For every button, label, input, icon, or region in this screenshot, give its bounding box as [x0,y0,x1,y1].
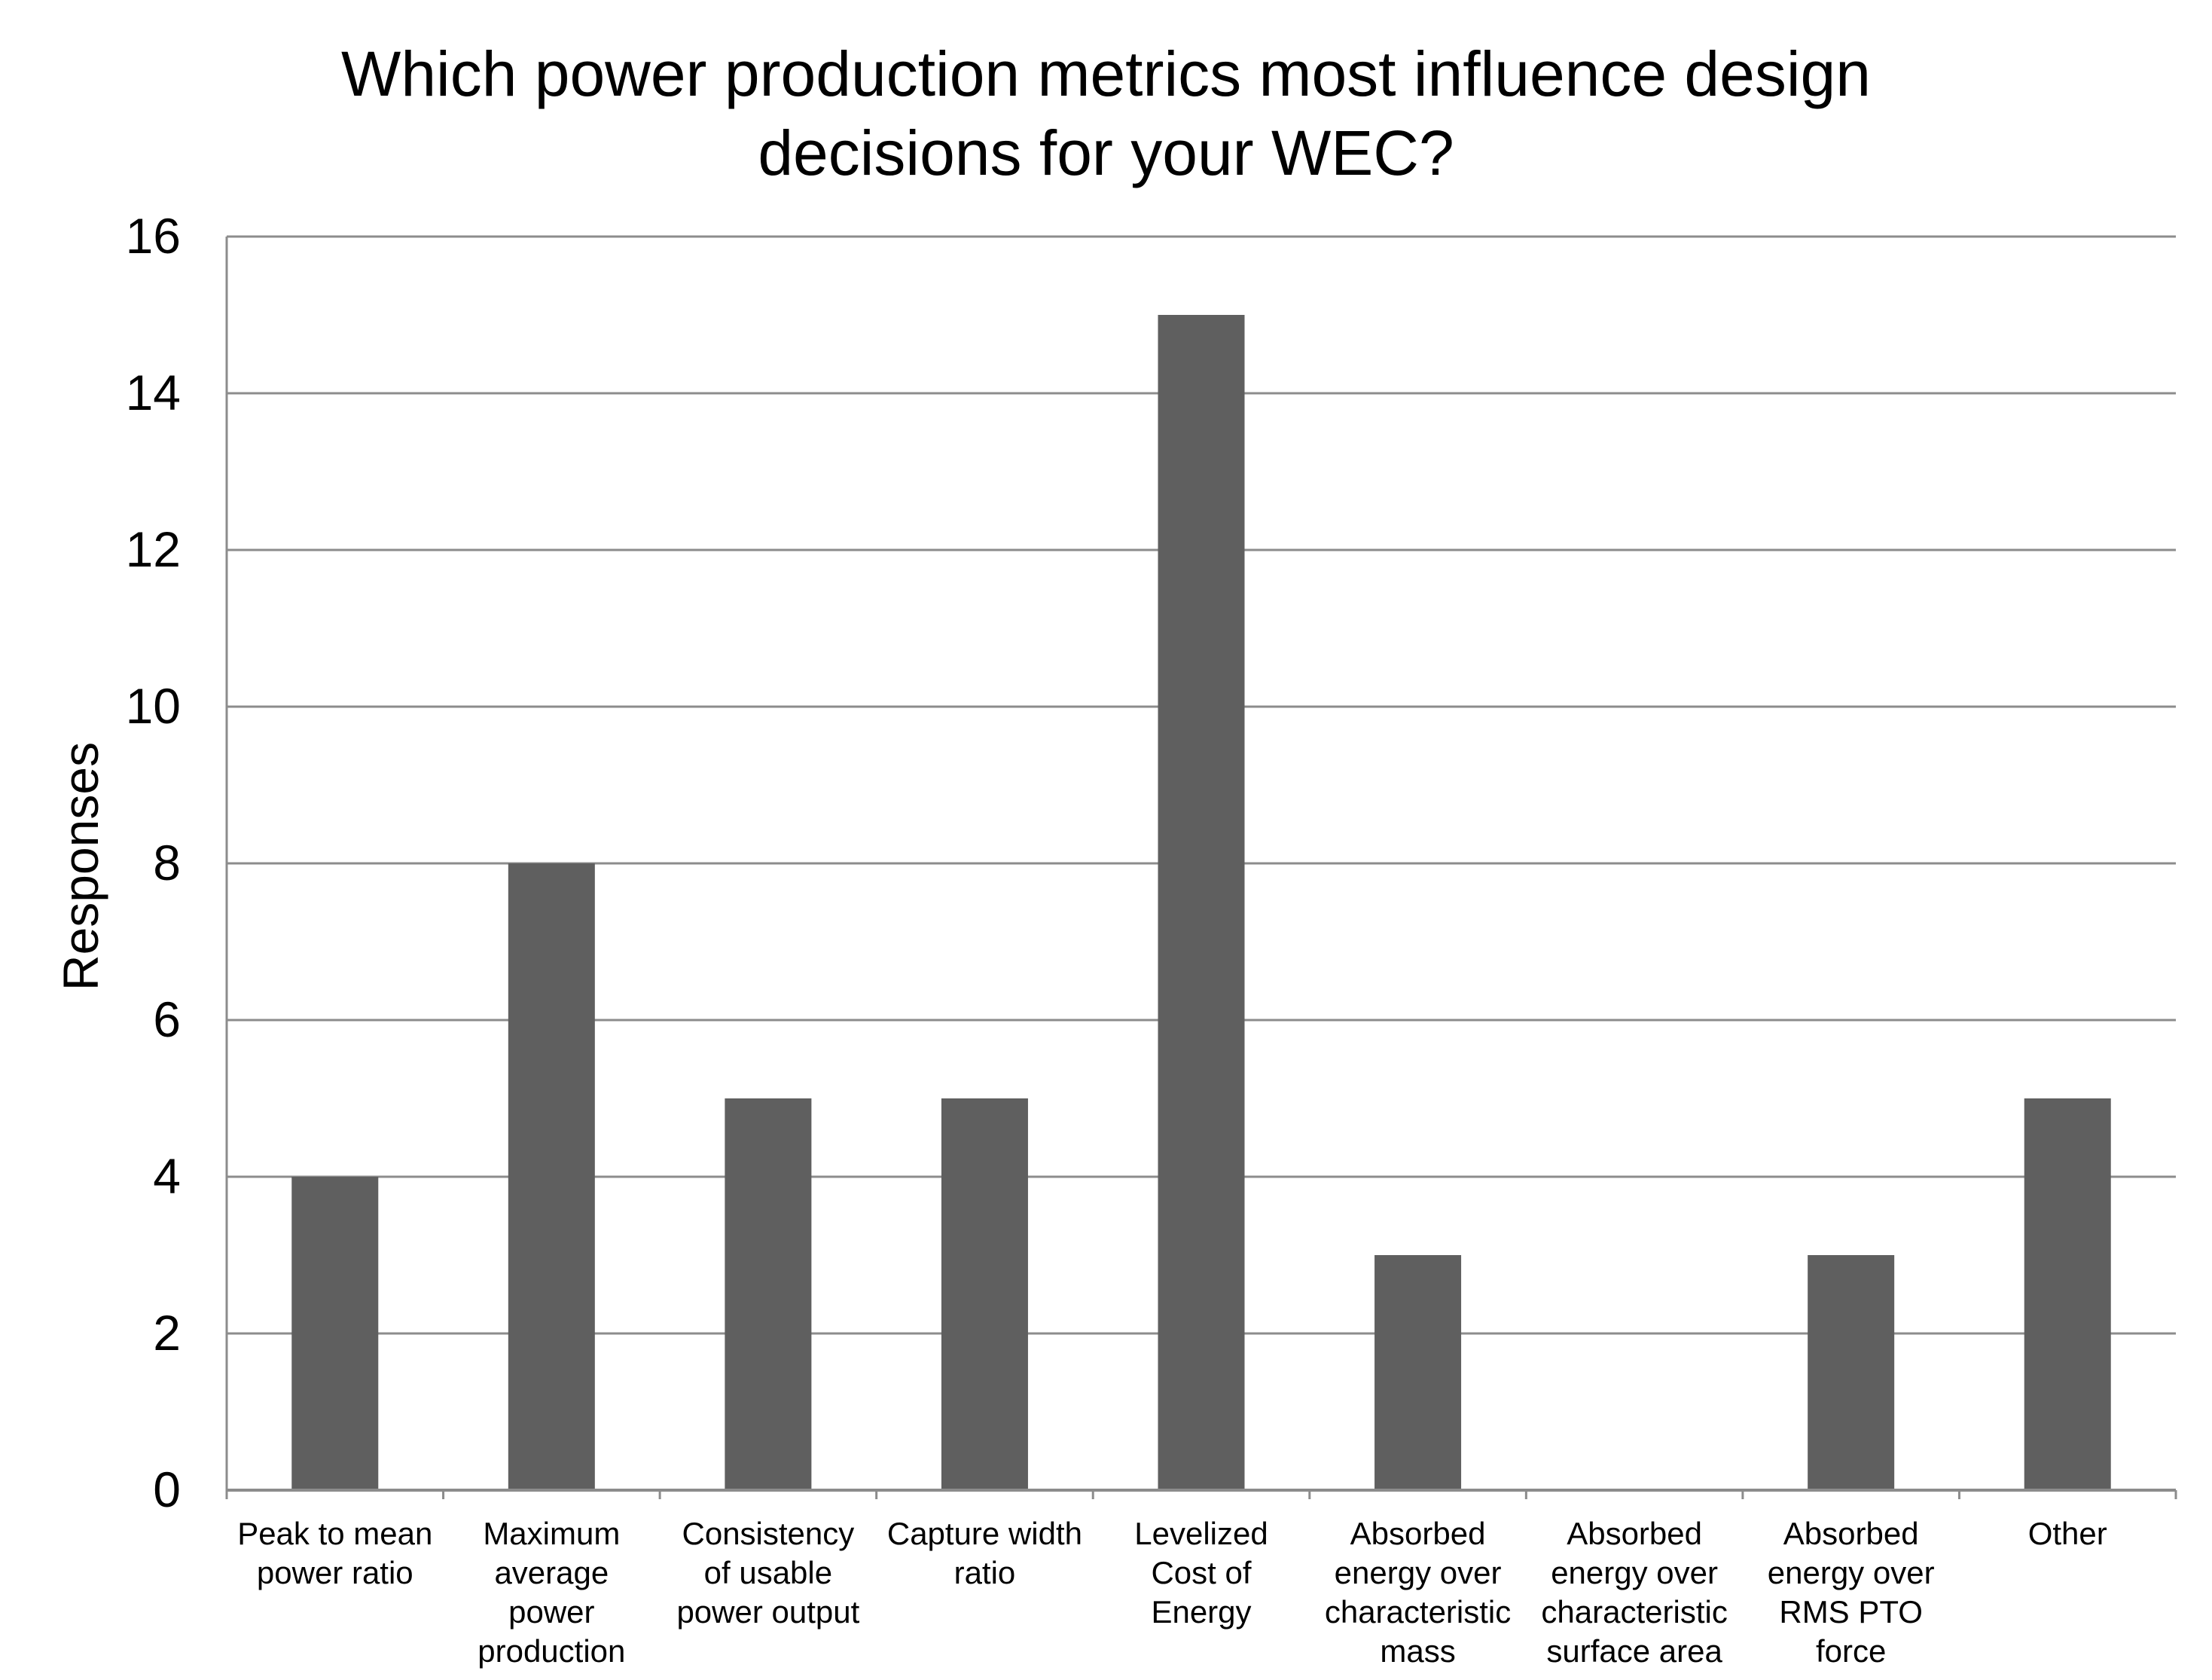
y-tick-label: 2 [153,1305,181,1361]
x-tick-label-line: characteristic [1325,1594,1511,1630]
x-tick-label-line: Maximum [483,1516,620,1551]
x-tick-label-line: Absorbed [1350,1516,1486,1551]
x-tick-label: Maximum average power production [477,1516,625,1669]
x-tick-label-line: Energy [1151,1594,1251,1630]
x-tick-label-line: Absorbed [1783,1516,1919,1551]
x-tick-label: Absorbed energy over RMS PTO force [1768,1516,1935,1669]
x-tick-label: Capture width ratio [887,1516,1082,1590]
x-tick-label: Absorbed energy over characteristic mass [1325,1516,1511,1669]
bar [2024,1098,2111,1490]
x-tick-label: Other [2028,1516,2107,1551]
x-tick-label: Absorbed energy over characteristic surface… [1541,1516,1727,1669]
y-tick-label: 0 [153,1462,181,1517]
y-tick-label: 14 [126,365,181,420]
bar [508,863,595,1490]
bar [725,1098,812,1490]
x-tick-label-line: Capture width [887,1516,1082,1551]
x-tick-label-line: mass [1380,1633,1455,1669]
chart-title-line-2: decisions for your WEC? [758,118,1454,188]
bar [1374,1255,1462,1490]
y-tick-label: 12 [126,521,181,577]
y-tick-label: 4 [153,1148,181,1204]
y-tick-labels: 0 2 4 6 8 10 12 14 16 [126,208,181,1517]
x-tick-label-line: Absorbed [1567,1516,1702,1551]
x-tick-label: Consistency of usable power output [676,1516,859,1630]
bar [291,1177,379,1490]
x-tick-label-line: power [508,1594,594,1630]
bar [941,1098,1028,1490]
x-tick-label: Peak to mean power ratio [237,1516,432,1590]
x-tick-label-line: surface area [1546,1633,1722,1669]
x-tick-label-line: production [477,1633,625,1669]
x-tick-label-line: power output [676,1594,859,1630]
x-tick-label-line: Other [2028,1516,2107,1551]
y-tick-label: 10 [126,678,181,734]
x-tick-label-line: Cost of [1151,1555,1251,1590]
x-tick-label: Levelized Cost of Energy [1134,1516,1268,1630]
x-tick-label-line: energy over [1551,1555,1718,1590]
y-axis-label: Responses [53,742,108,991]
x-tick-label-line: RMS PTO [1779,1594,1923,1630]
x-tick-label-line: average [494,1555,609,1590]
x-tick-label-line: characteristic [1541,1594,1727,1630]
y-tick-label: 6 [153,991,181,1047]
axes [225,235,2177,1499]
x-tick-label-line: energy over [1768,1555,1935,1590]
x-tick-label-line: of usable [704,1555,832,1590]
x-tick-label-line: energy over [1335,1555,1502,1590]
bars [291,315,2111,1490]
y-tick-label: 16 [126,208,181,264]
x-tick-label-line: ratio [954,1555,1016,1590]
y-tick-label: 8 [153,835,181,890]
x-tick-labels: Peak to mean power ratio Maximum average pow… [237,1516,2107,1669]
chart-title-line-1: Which power production metrics most infl… [341,38,1871,109]
x-tick-label-line: Consistency [682,1516,855,1551]
x-tick-label-line: Peak to mean [237,1516,432,1551]
x-tick-label-line: force [1816,1633,1886,1669]
x-tick-label-line: Levelized [1134,1516,1268,1551]
bar [1158,315,1245,1490]
x-tick-label-line: power ratio [257,1555,413,1590]
bar [1808,1255,1895,1490]
